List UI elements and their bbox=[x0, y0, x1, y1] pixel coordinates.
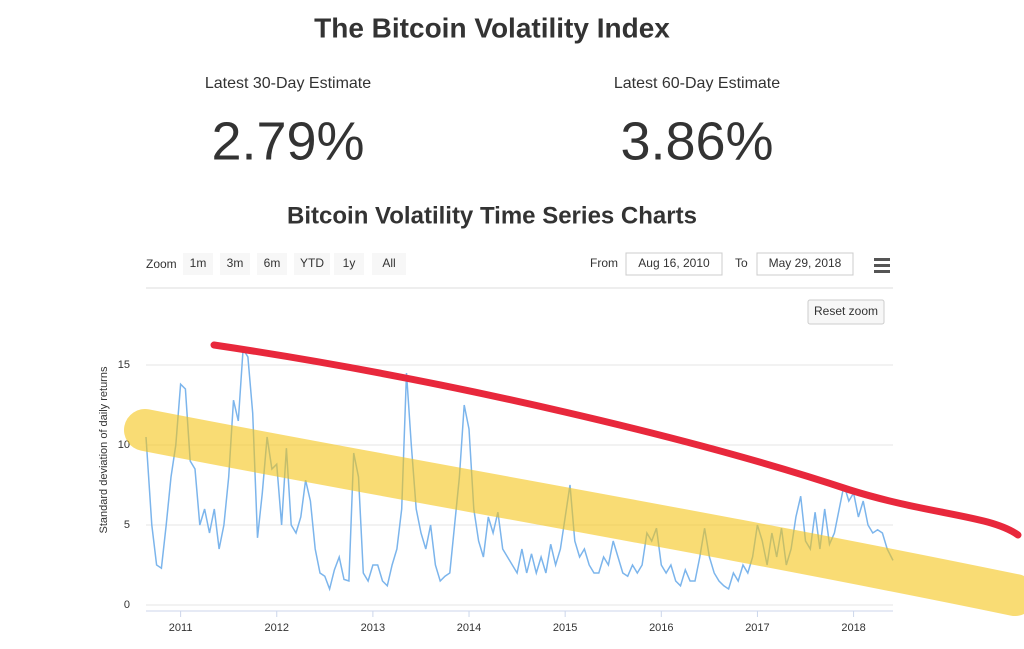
y-tick-label: 5 bbox=[124, 519, 130, 531]
to-label: To bbox=[735, 256, 748, 270]
x-tick-label: 2011 bbox=[169, 622, 193, 634]
menu-bar[interactable] bbox=[874, 270, 890, 273]
x-tick-label: 2016 bbox=[649, 622, 673, 634]
zoom-button[interactable] bbox=[294, 253, 330, 275]
zoom-button[interactable] bbox=[372, 253, 406, 275]
zoom-label: Zoom bbox=[146, 257, 177, 271]
zoom-button-text[interactable]: 6m bbox=[264, 256, 281, 270]
to-date[interactable]: May 29, 2018 bbox=[769, 256, 842, 270]
x-tick-label: 2015 bbox=[553, 622, 577, 634]
from-input[interactable] bbox=[625, 252, 723, 276]
annotation-band bbox=[124, 409, 1024, 616]
zoom-button-text[interactable]: All bbox=[382, 256, 395, 270]
zoom-button[interactable] bbox=[183, 253, 213, 275]
estimate-label: Latest 30-Day Estimate bbox=[205, 75, 371, 92]
y-tick-label: 0 bbox=[124, 599, 130, 611]
zoom-button-text[interactable]: 1m bbox=[190, 256, 207, 270]
menu-bar[interactable] bbox=[874, 264, 890, 267]
reset-zoom-text[interactable]: Reset zoom bbox=[814, 304, 878, 318]
page-title: The Bitcoin Volatility Index bbox=[314, 12, 670, 43]
reset-zoom-button[interactable] bbox=[807, 299, 885, 325]
zoom-button[interactable] bbox=[334, 253, 364, 275]
to-input[interactable] bbox=[756, 252, 854, 276]
x-tick-label: 2018 bbox=[841, 622, 865, 634]
y-tick-label: 15 bbox=[118, 359, 130, 371]
y-axis-label: Standard deviation of daily returns bbox=[98, 366, 110, 533]
zoom-button-text[interactable]: 1y bbox=[343, 256, 356, 270]
annotation-line bbox=[210, 341, 1022, 539]
zoom-button-text[interactable]: YTD bbox=[300, 256, 324, 270]
estimate-value: 3.86% bbox=[620, 111, 773, 171]
x-tick-label: 2013 bbox=[361, 622, 385, 634]
menu-button[interactable] bbox=[874, 258, 890, 273]
from-date[interactable]: Aug 16, 2010 bbox=[638, 256, 710, 270]
estimate-label: Latest 60-Day Estimate bbox=[614, 75, 780, 92]
y-tick-label: 10 bbox=[118, 439, 130, 451]
estimate-value: 2.79% bbox=[211, 111, 364, 171]
x-tick-label: 2012 bbox=[265, 622, 289, 634]
x-tick-label: 2014 bbox=[457, 622, 481, 634]
section-title: Bitcoin Volatility Time Series Charts bbox=[287, 202, 697, 229]
zoom-button-text[interactable]: 3m bbox=[227, 256, 244, 270]
zoom-button[interactable] bbox=[257, 253, 287, 275]
x-tick-label: 2017 bbox=[745, 622, 769, 634]
zoom-button[interactable] bbox=[220, 253, 250, 275]
zoom-buttons: 1m 3m 6m YTD 1y All bbox=[183, 253, 406, 275]
from-label: From bbox=[590, 256, 618, 270]
menu-bar[interactable] bbox=[874, 258, 890, 261]
